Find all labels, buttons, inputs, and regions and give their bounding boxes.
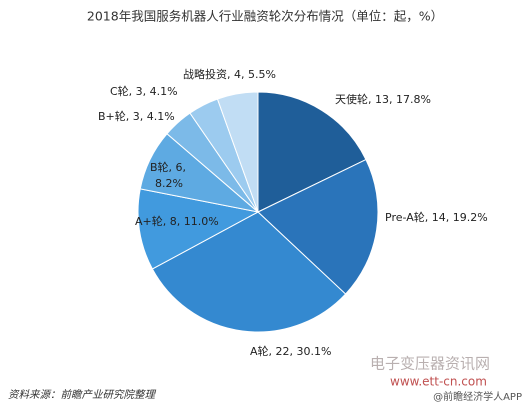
data-label: 8.2%: [155, 177, 183, 190]
pie-slice: [257, 91, 367, 213]
pie-slice: [257, 158, 379, 295]
pie-slice: [137, 188, 260, 270]
watermark: @前瞻经济学人APP: [433, 390, 522, 403]
data-label: A+轮, 8, 11.0%: [135, 214, 219, 228]
data-label: 天使轮, 13, 17.8%: [335, 92, 431, 106]
watermark: www.ett-cn.com: [390, 375, 487, 389]
source: 资料来源：前瞻产业研究院整理: [8, 389, 156, 401]
data-label: C轮, 3, 4.1%: [110, 84, 178, 98]
pie-slice: [151, 211, 347, 333]
data-label: 战略投资, 4, 5.5%: [183, 67, 276, 81]
chart-title: 2018年我国服务机器人行业融资轮次分布情况（单位：起，%）: [87, 9, 443, 24]
data-label: B+轮, 3, 4.1%: [98, 109, 175, 123]
data-label: B轮, 6,: [150, 160, 186, 174]
data-label: Pre-A轮, 14, 19.2%: [385, 210, 488, 224]
watermark: 电子变压器资讯网: [370, 355, 490, 373]
data-label: A轮, 22, 30.1%: [250, 344, 331, 358]
pie-slice: [216, 91, 259, 213]
